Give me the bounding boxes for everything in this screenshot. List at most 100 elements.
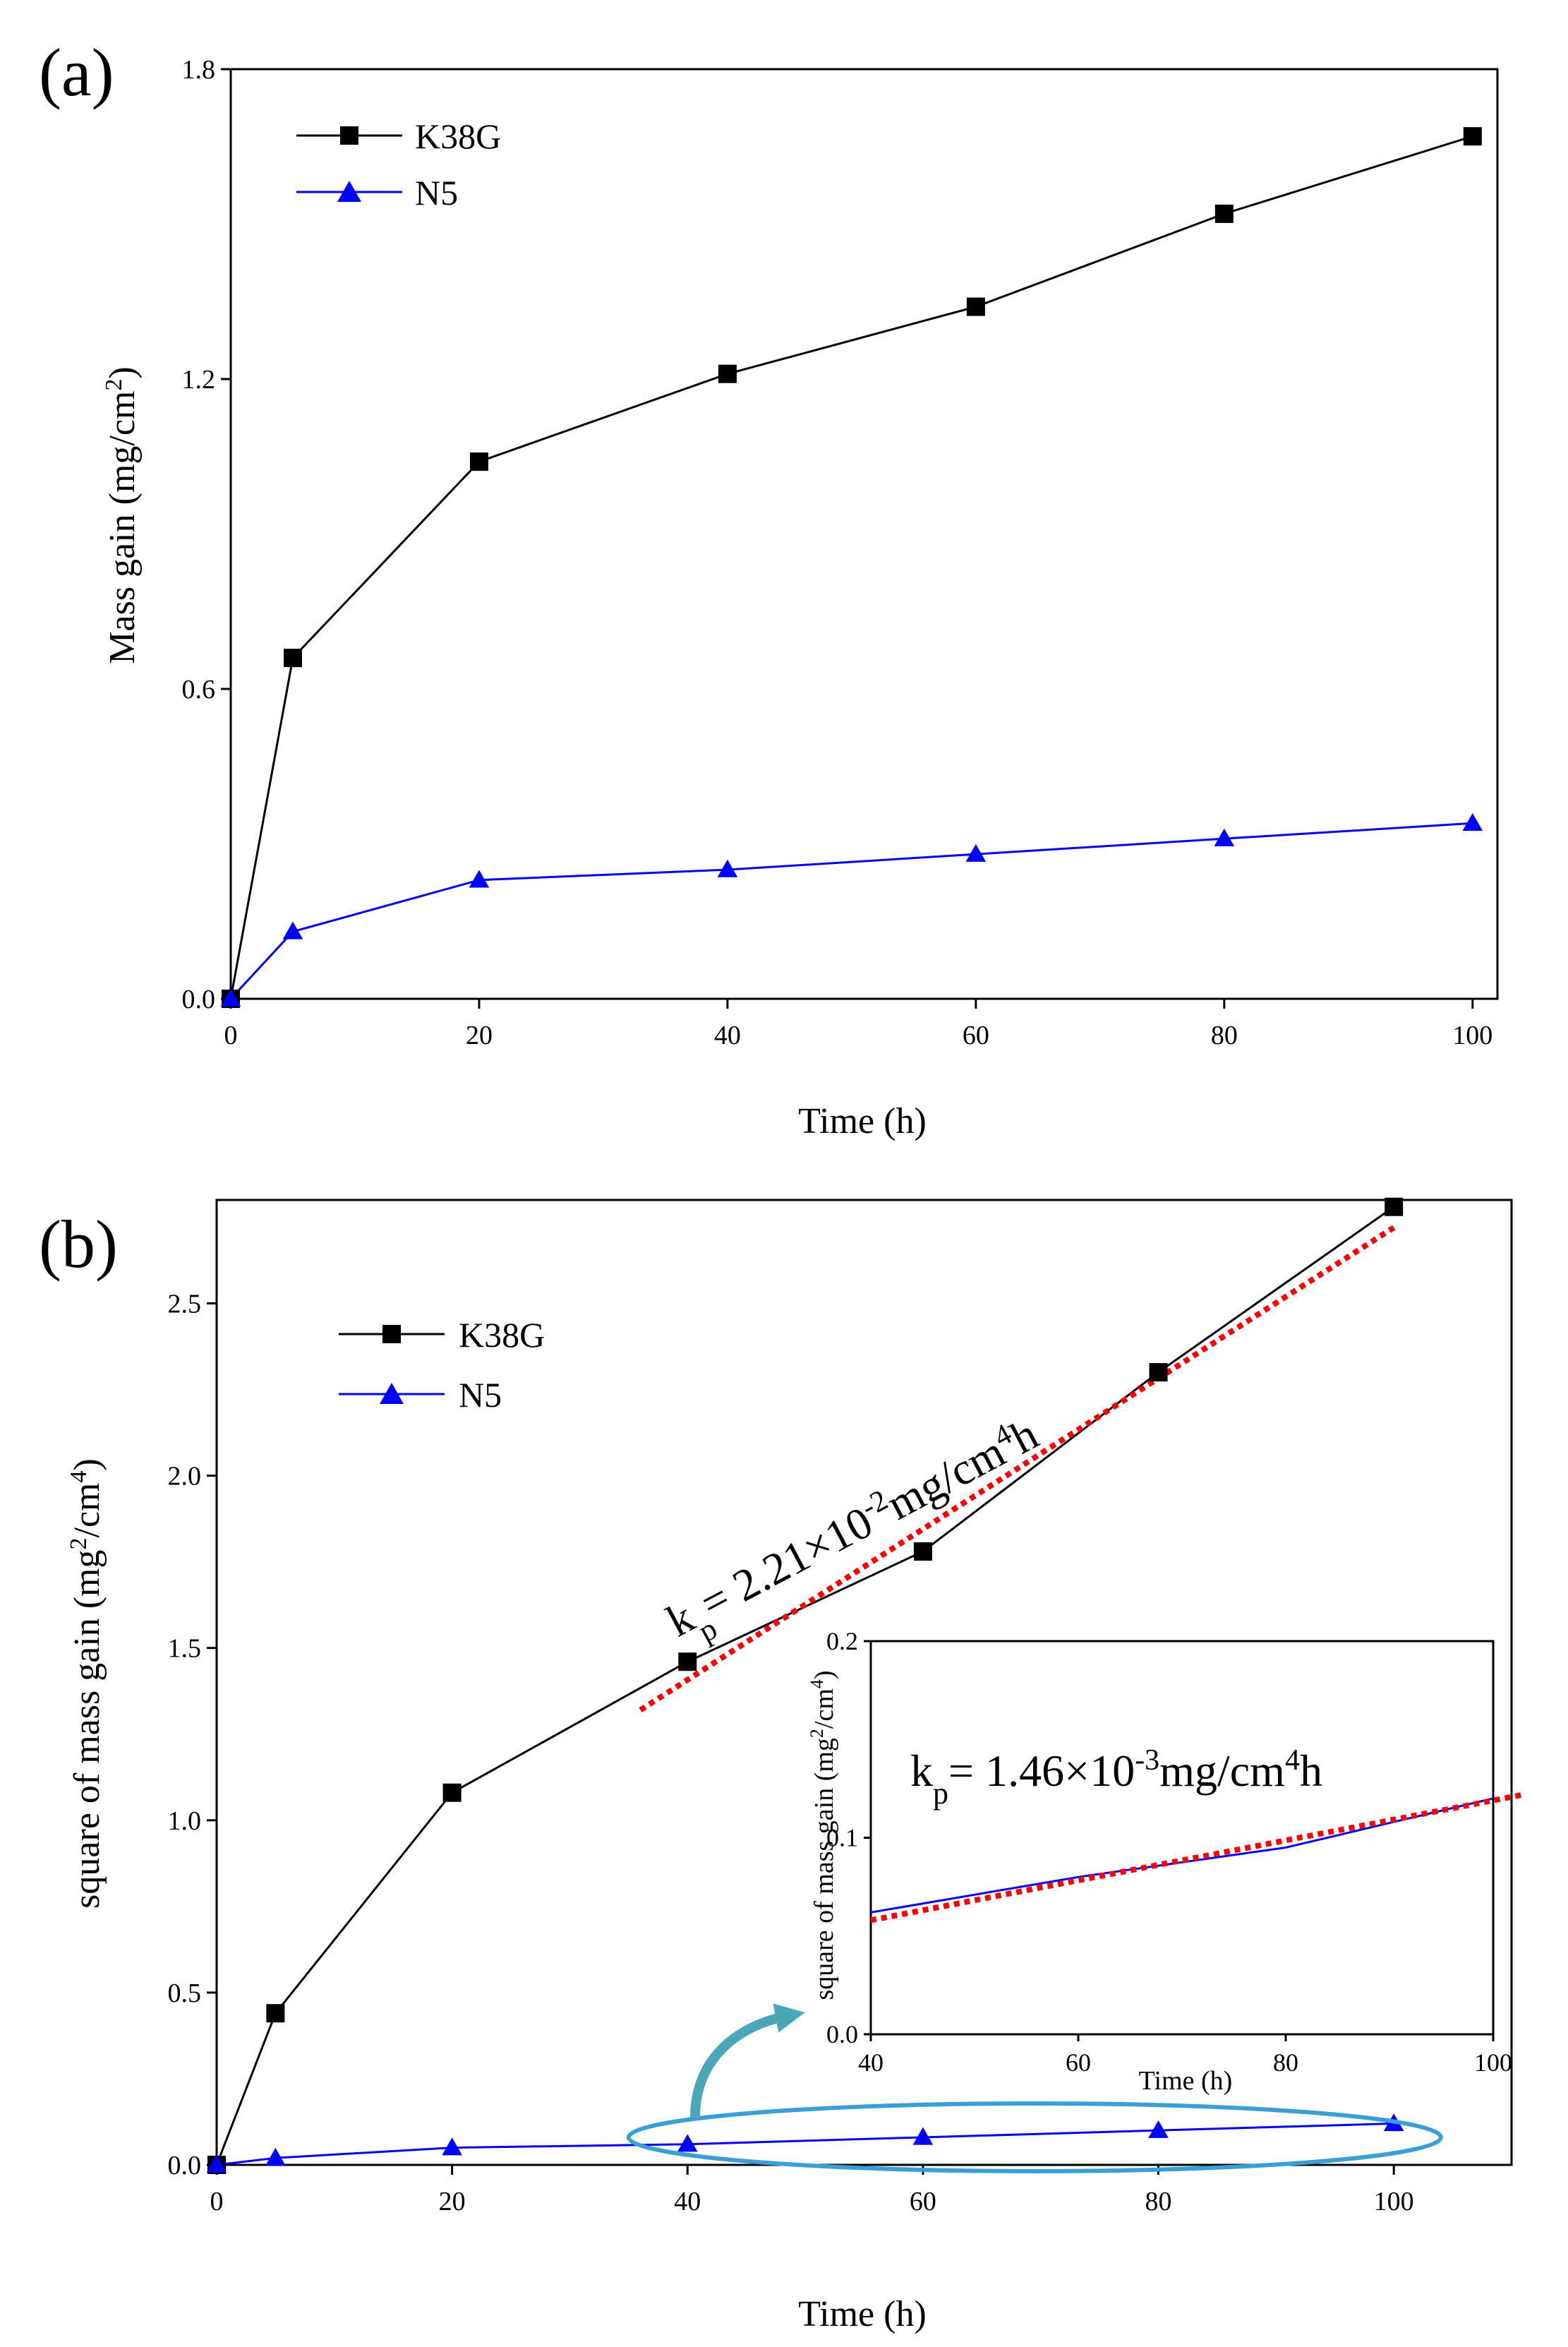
inset-kp-exponent: -3 bbox=[1135, 1744, 1159, 1777]
panel-b-y-axis-title-sup1: 2 bbox=[66, 1537, 92, 1549]
panel-a-legend-k38g-marker bbox=[340, 126, 358, 145]
panel-b-callout-arrow bbox=[690, 2003, 805, 2118]
panel-b-inset-frame bbox=[869, 1640, 1495, 2036]
inset-y-axis-title: square of mass gain (mg2/cm4) bbox=[807, 1670, 840, 2000]
inset-fit-line-segment bbox=[870, 1791, 1525, 1923]
panel-b-legend-k38g-label: K38G bbox=[459, 1315, 545, 1355]
panel-a-legend-n5-label: N5 bbox=[415, 173, 458, 212]
panel-a-y-axis-title-text: Mass gain (mg/cm bbox=[102, 391, 143, 664]
panel-a-x-tick-label: 80 bbox=[1211, 1021, 1238, 1050]
panel-a-legend: K38G N5 bbox=[296, 116, 501, 212]
panel-a-x-tick-label: 60 bbox=[963, 1021, 989, 1050]
panel-a-y-axis-title: Mass gain (mg/cm2) bbox=[101, 366, 143, 664]
panel-b-inset: 40 60 80 100 0.0 0.1 0.2 Time (h) square of m… bbox=[807, 1627, 1525, 2096]
inset-kp-unit: mg/cm bbox=[1159, 1746, 1285, 1796]
panel-b-point-n5 bbox=[442, 2137, 462, 2156]
inset-x-tick-label: 40 bbox=[858, 2048, 883, 2077]
panel-a-x-axis-title: Time (h) bbox=[798, 1101, 927, 1141]
panel-a-point-k38g bbox=[718, 364, 737, 383]
panel-a-line-n5 bbox=[229, 822, 1473, 1000]
panel-a-x-axis: 0 20 40 60 80 100 bbox=[224, 999, 1492, 1050]
panel-b-y-axis-title-text: square of mass gain (mg bbox=[67, 1549, 107, 1908]
inset-y-axis-title-sup1: 2 bbox=[807, 1729, 827, 1738]
panel-a-point-k38g bbox=[1463, 127, 1482, 146]
inset-y-axis-title-sup2: 4 bbox=[807, 1679, 827, 1688]
panel-a-line-k38g bbox=[229, 135, 1473, 1000]
panel-b-y-axis-title-sup2: 4 bbox=[66, 1471, 92, 1483]
panel-a-series-lines bbox=[229, 135, 1473, 1000]
inset-y-tick-label: 0.0 bbox=[826, 2020, 858, 2048]
panel-b-y-axis-title: square of mass gain (mg2/cm4) bbox=[66, 1458, 108, 1909]
panel-a-point-n5 bbox=[282, 921, 303, 940]
panel-a-y-tick-label: 0.0 bbox=[182, 985, 216, 1014]
panel-b-kp-annotation: kp= 2.21×10-2mg/cm4h bbox=[658, 1407, 1052, 1659]
inset-kp-unit-exponent: 4 bbox=[1285, 1744, 1300, 1777]
inset-kp-annotation: kp= 1.46×10-3mg/cm4h bbox=[910, 1744, 1322, 1811]
panel-b-x-axis: 0 20 40 60 80 100 bbox=[210, 2165, 1414, 2216]
panel-a-y-axis-title-close: ) bbox=[102, 366, 143, 378]
inset-x-tick-label: 60 bbox=[1066, 2048, 1091, 2077]
panel-a-x-tick-label: 100 bbox=[1452, 1021, 1492, 1050]
inset-y-axis-title-text: square of mass gain (mg bbox=[809, 1738, 839, 2000]
panel-a-legend-k38g-label: K38G bbox=[415, 116, 501, 156]
panel-a-point-k38g bbox=[469, 452, 488, 472]
panel-b-y-tick-label: 2.0 bbox=[168, 1462, 202, 1491]
panel-b-point-k38g bbox=[1149, 1363, 1168, 1382]
panel-a-legend-n5-marker bbox=[337, 181, 361, 202]
inset-kp-subscript: p bbox=[933, 1776, 948, 1811]
panel-b-series-markers bbox=[206, 1197, 1404, 2174]
panel-b-x-tick-label: 40 bbox=[674, 2187, 701, 2216]
panel-b-point-n5 bbox=[1148, 2120, 1169, 2138]
panel-b-y-tick-label: 2.5 bbox=[168, 1289, 202, 1319]
inset-line-n5 bbox=[870, 1797, 1494, 1914]
panel-b-y-tick-label: 1.5 bbox=[168, 1634, 202, 1664]
panel-a-point-n5 bbox=[965, 844, 987, 862]
panel-b-kp-middle: = 2.21×10 bbox=[692, 1496, 881, 1628]
panel-b-point-n5 bbox=[677, 2134, 698, 2152]
panel-b-y-tick-label: 1.0 bbox=[168, 1806, 202, 1836]
panel-b-legend-n5-marker bbox=[380, 1383, 404, 1404]
inset-x-axis-title: Time (h) bbox=[1139, 2066, 1233, 2096]
panel-b-x-tick-label: 100 bbox=[1374, 2187, 1414, 2216]
panel-a-point-n5 bbox=[220, 988, 241, 1007]
panel-b-point-k38g bbox=[678, 1652, 697, 1671]
panel-b-point-n5 bbox=[206, 2154, 227, 2173]
panel-b-plot-frame bbox=[215, 1199, 1513, 2166]
panel-b-point-k38g bbox=[913, 1542, 932, 1561]
inset-y-tick-label: 0.1 bbox=[826, 1824, 858, 1852]
panel-b-y-tick-label: 0.5 bbox=[168, 1979, 202, 2008]
panel-b-x-tick-label: 0 bbox=[210, 2187, 224, 2216]
panel-a-point-k38g bbox=[283, 649, 302, 668]
panel-b: (b) 0 20 40 60 80 100 0.0 0.5 1.0 1.5 2.0 2.5 Time… bbox=[39, 1197, 1525, 2334]
panel-a: (a) 0 20 40 60 80 100 0.0 0.6 1.2 1.8 Time (h) M… bbox=[39, 35, 1499, 1141]
panel-a-point-k38g bbox=[966, 297, 985, 316]
inset-y-axis-title-close: ) bbox=[809, 1670, 839, 1679]
panel-a-point-k38g bbox=[1214, 204, 1234, 223]
panel-a-x-tick-label: 40 bbox=[714, 1021, 741, 1050]
panel-a-y-axis-title-sup: 2 bbox=[101, 379, 127, 391]
panel-b-y-tick-label: 0.0 bbox=[168, 2151, 202, 2180]
inset-kp-middle: = 1.46×10 bbox=[948, 1746, 1135, 1796]
panel-a-label: (a) bbox=[39, 35, 114, 110]
panel-a-y-tick-label: 1.2 bbox=[182, 365, 216, 395]
panel-a-y-tick-label: 1.8 bbox=[182, 55, 216, 85]
panel-a-point-n5 bbox=[1462, 812, 1483, 831]
panel-a-series-markers bbox=[220, 127, 1483, 1008]
panel-b-x-tick-label: 60 bbox=[910, 2187, 936, 2216]
panel-b-y-axis: 0.0 0.5 1.0 1.5 2.0 2.5 bbox=[168, 1289, 217, 2180]
panel-b-x-tick-label: 80 bbox=[1145, 2187, 1172, 2216]
panel-b-label: (b) bbox=[39, 1206, 118, 1282]
panel-b-point-k38g bbox=[266, 2004, 285, 2023]
inset-x-axis: 40 60 80 100 bbox=[858, 2034, 1512, 2077]
panel-b-legend: K38G N5 bbox=[339, 1315, 545, 1415]
panel-a-x-tick-label: 20 bbox=[466, 1021, 493, 1050]
inset-kp-suffix: h bbox=[1300, 1746, 1322, 1796]
panel-a-y-tick-label: 0.6 bbox=[182, 675, 216, 704]
panel-b-fit-line bbox=[639, 1225, 1396, 1712]
panel-b-highlight-ellipse bbox=[626, 2101, 1443, 2173]
panel-b-line-n5 bbox=[216, 2122, 1394, 2166]
inset-y-axis-title-mid: /cm bbox=[809, 1688, 839, 1729]
panel-b-legend-k38g-marker bbox=[382, 1325, 401, 1343]
inset-y-tick-label: 0.2 bbox=[826, 1627, 858, 1655]
